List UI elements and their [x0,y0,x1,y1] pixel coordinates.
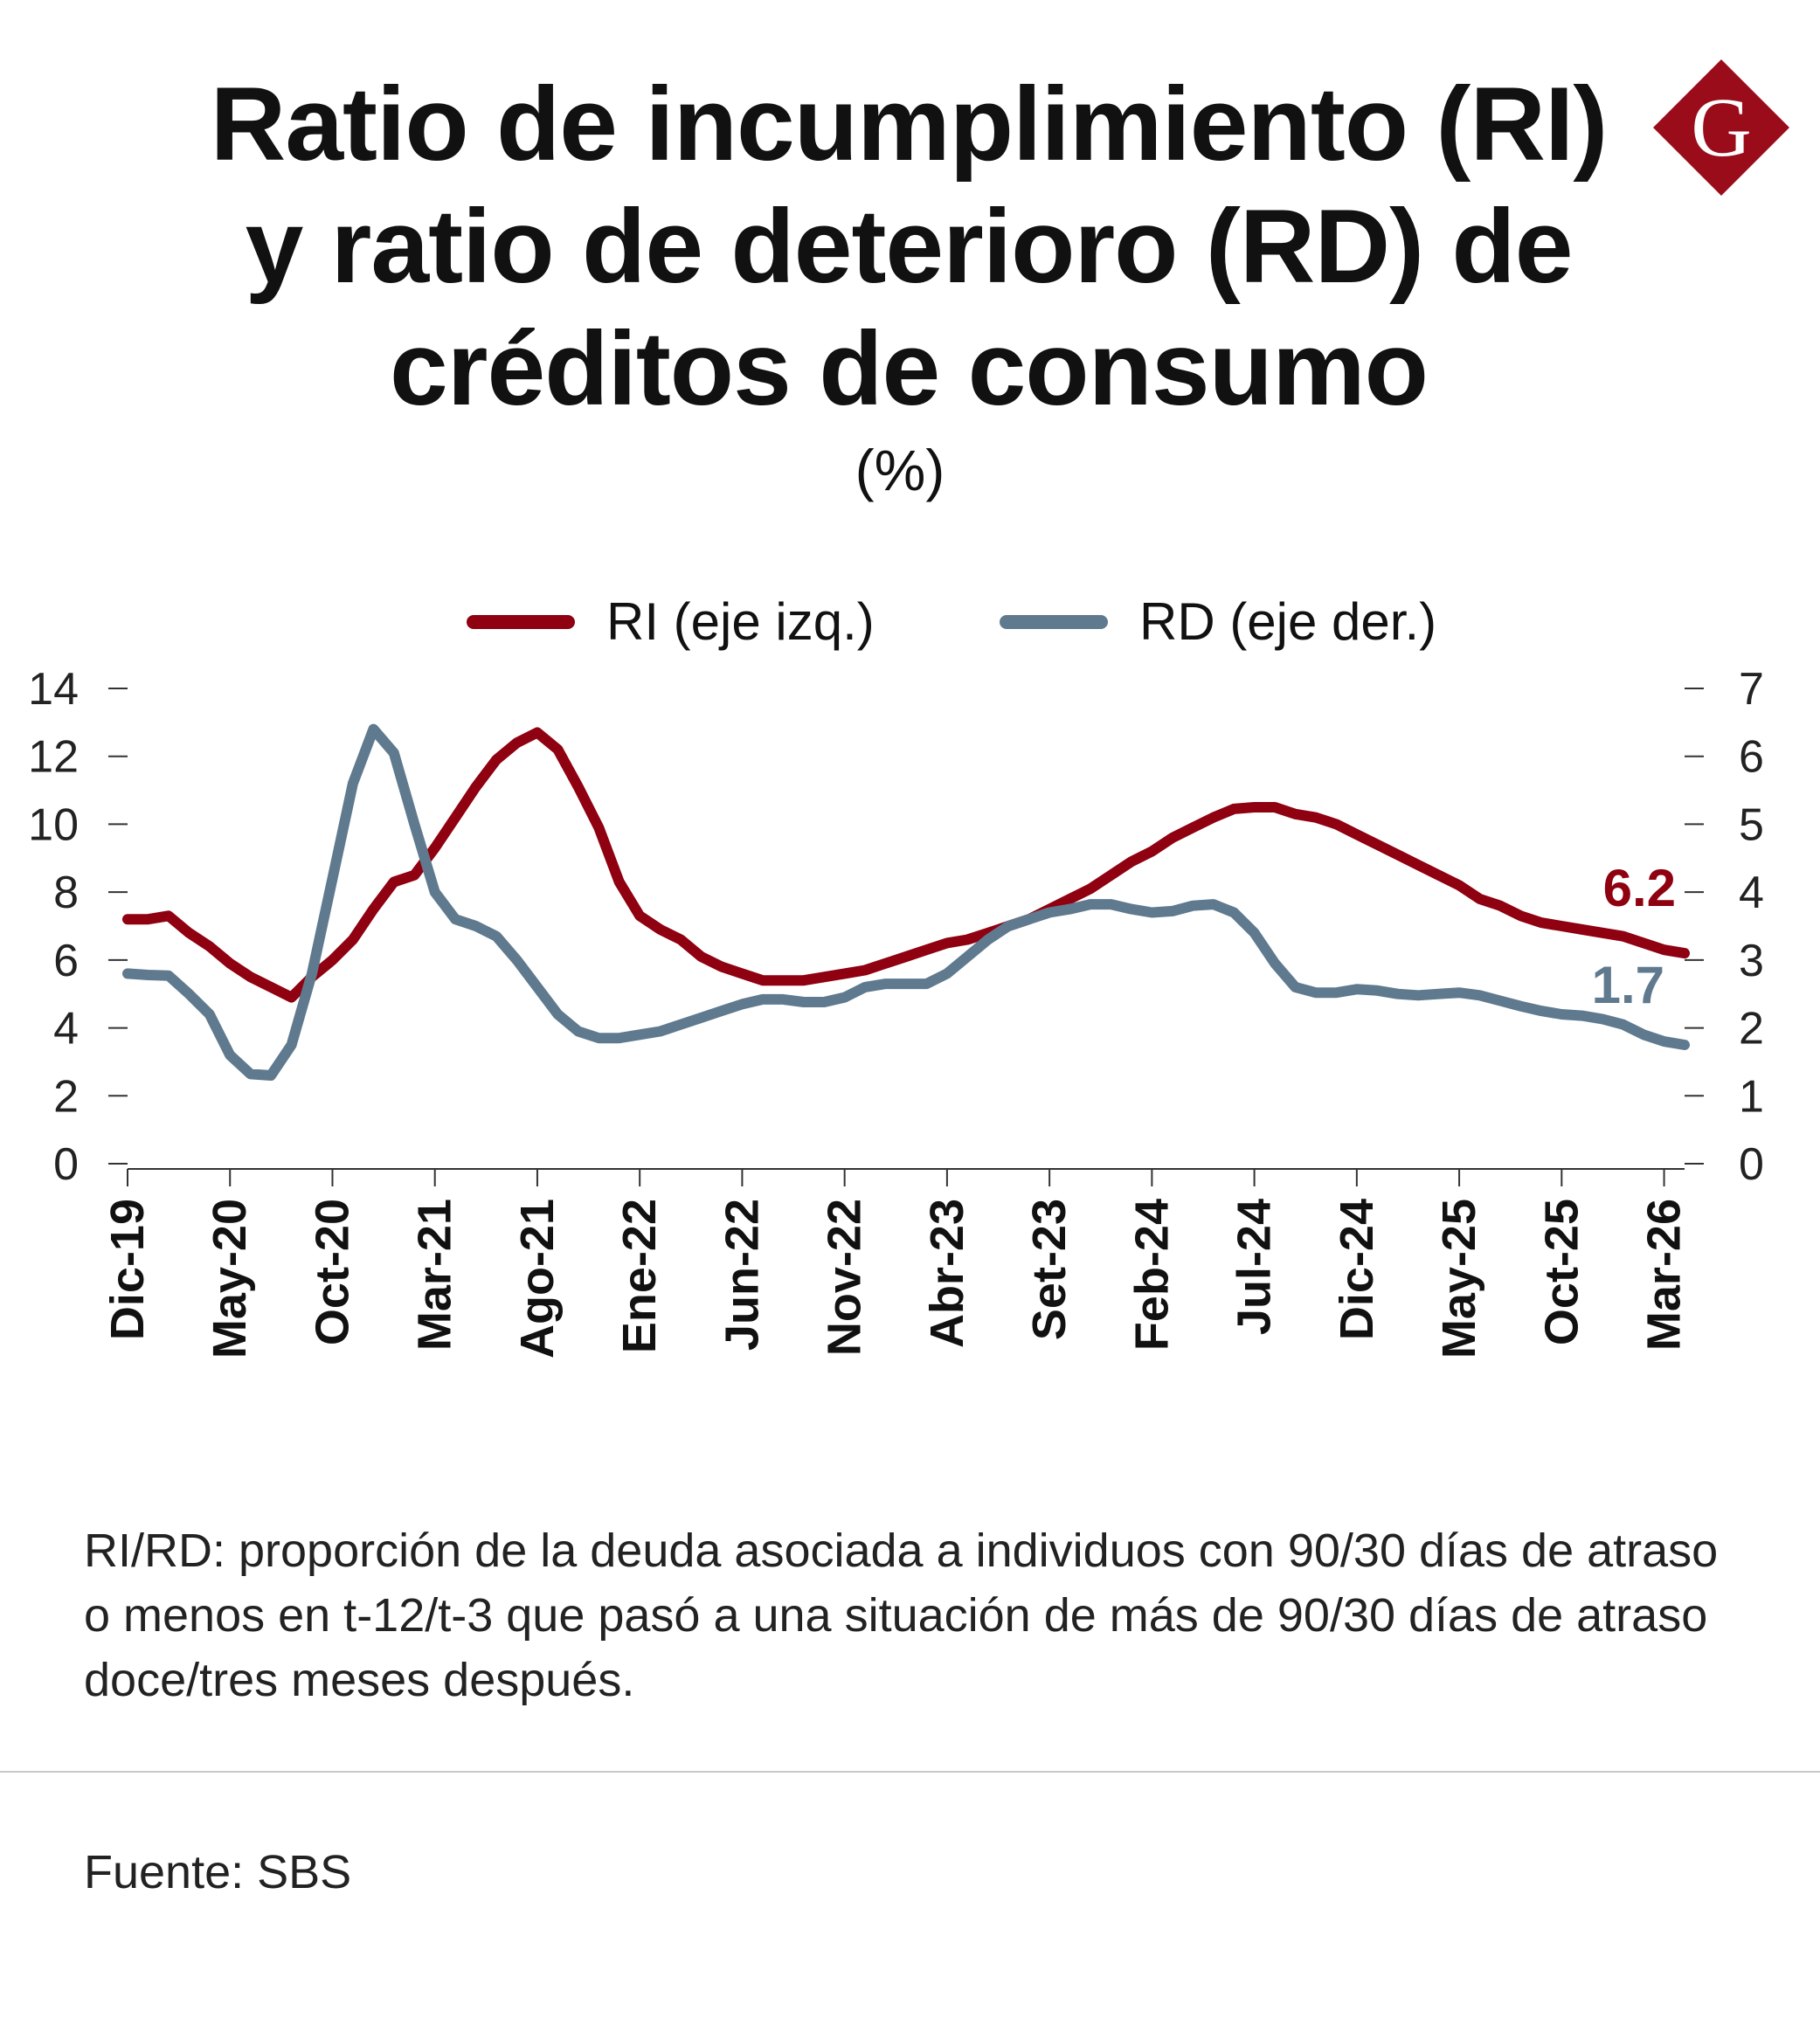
x-tick-label: Ago-21 [511,1199,564,1359]
chart-subtitle: (%) [855,438,945,502]
y-right-tick-label: 7 [1739,664,1764,715]
series-line-ri [122,727,1690,1003]
chart-title-line-1: Ratio de incumplimiento (RI) [210,66,1609,183]
chart-legend: RI (eje izq.) RD (eje der.) [0,587,1820,657]
chart-title-line-3: créditos de consumo [390,310,1429,427]
x-tick-label: Mar-26 [1638,1199,1691,1351]
rd-end-label: 1.7 [1592,956,1664,1014]
source-note: Fuente: SBS [84,1846,352,1898]
x-tick-label: Abr-23 [921,1199,973,1348]
x-tick-label: Jul-24 [1228,1199,1281,1335]
y-right-tick-label: 0 [1739,1139,1764,1190]
x-tick-label: Dic-24 [1331,1199,1383,1340]
ri-end-label: 6.2 [1603,859,1676,917]
chart-title-line-2: y ratio de deterioro (RD) de [245,188,1574,305]
y-left-tick-label: 8 [53,868,79,918]
legend-item-ri: RI (eje izq.) [467,587,875,657]
logo-diamond [1653,59,1789,196]
x-tick-label: Ene-22 [613,1199,666,1353]
legend-item-rd: RD (eje der.) [1000,587,1436,657]
x-tick-label: Oct-20 [306,1199,358,1345]
x-tick-label: Set-23 [1023,1199,1076,1340]
gestion-logo: G [1653,59,1789,196]
legend-swatch-rd [1000,615,1108,629]
x-tick-label: Feb-24 [1125,1199,1178,1351]
legend-swatch-ri [467,615,575,629]
legend-label-rd: RD (eje der.) [1139,592,1437,651]
y-left-tick-label: 14 [28,664,79,715]
y-left-tick-label: 6 [53,936,79,986]
x-tick-label: Nov-22 [819,1199,871,1356]
y-left-tick-label: 2 [53,1071,79,1122]
y-right-tick-label: 5 [1739,799,1764,850]
y-left-tick-label: 0 [53,1139,79,1190]
legend-label-ri: RI (eje izq.) [606,592,875,651]
definition-note: RI/RD: proporción de la deuda asociada a… [84,1525,1719,1706]
y-left-tick-label: 10 [28,799,79,850]
x-tick-label: Jun-22 [716,1199,768,1351]
y-right-tick-label: 2 [1739,1004,1764,1054]
x-tick-label: Oct-25 [1535,1199,1588,1345]
chart-title: Ratio de incumplimiento (RI) y ratio de … [87,63,1730,430]
series-line-rd [122,723,1690,1081]
y-left-tick-label: 4 [53,1004,79,1054]
x-tick-label: Dic-19 [101,1199,154,1340]
y-right-tick-label: 6 [1739,732,1764,783]
y-right-tick-label: 1 [1739,1071,1764,1122]
y-right-tick-label: 4 [1739,868,1764,918]
x-tick-label: Mar-21 [409,1199,461,1351]
y-left-tick-label: 12 [28,732,79,783]
logo-letter: G [1691,80,1751,174]
x-tick-label: May-20 [204,1199,256,1359]
x-tick-label: May-25 [1433,1199,1485,1359]
divider-line [0,1771,1820,1773]
y-right-tick-label: 3 [1739,936,1764,986]
